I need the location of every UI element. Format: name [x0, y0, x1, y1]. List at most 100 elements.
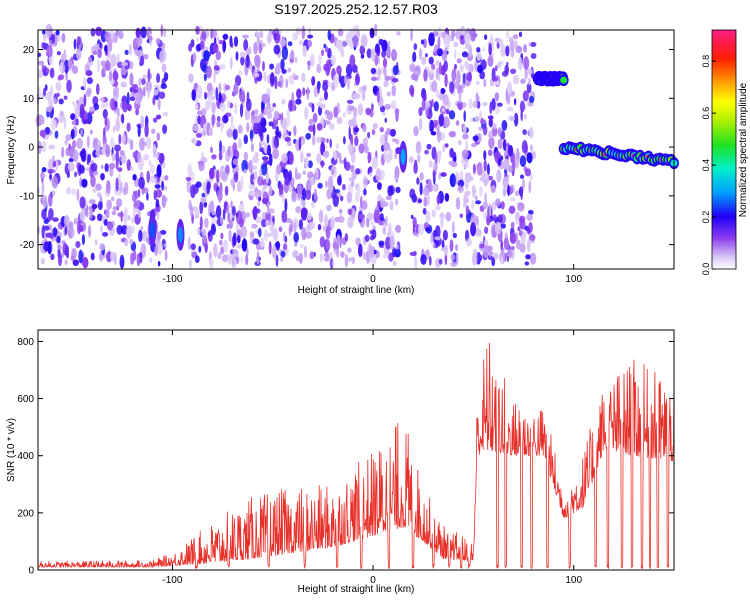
- heatmap-cell: [444, 73, 448, 88]
- heatmap-cell: [336, 116, 343, 125]
- heatmap-cell: [211, 154, 217, 160]
- heatmap-cell: [244, 212, 251, 218]
- heatmap-cell: [82, 257, 89, 269]
- heatmap-cell: [233, 36, 239, 47]
- heatmap-cell: [227, 212, 231, 223]
- heatmap-cell: [245, 48, 251, 55]
- heatmap-cell: [118, 133, 122, 145]
- heatmap-cell: [245, 254, 249, 266]
- heatmap-cell: [435, 88, 440, 99]
- heatmap-cell: [105, 144, 111, 158]
- heatmap-cell: [134, 190, 139, 200]
- heatmap-cell: [494, 65, 498, 72]
- heatmap-cell: [305, 189, 312, 201]
- heatmap-cell: [118, 187, 122, 191]
- heatmap-cell: [336, 192, 342, 197]
- heatmap-cell: [324, 214, 328, 228]
- snr-x-ticks: -100 0 100: [162, 330, 582, 586]
- heatmap-cell: [197, 126, 203, 134]
- heatmap-cell: [355, 237, 361, 246]
- heatmap-cell: [237, 70, 243, 77]
- heatmap-cell: [288, 99, 293, 112]
- heatmap-cell: [325, 180, 328, 188]
- heatmap-cell: [526, 82, 532, 94]
- heatmap-cell: [266, 134, 270, 144]
- heatmap-cell: [196, 85, 203, 99]
- heatmap-cell: [391, 85, 397, 97]
- heatmap-cell: [47, 29, 52, 38]
- heatmap-cell: [260, 237, 265, 249]
- heatmap-cell: [344, 253, 349, 268]
- heatmap-cell: [342, 40, 347, 47]
- heatmap-cell: [309, 251, 315, 260]
- heatmap-cell: [232, 158, 238, 166]
- heatmap-cell: [258, 196, 262, 201]
- heatmap-cell: [228, 229, 232, 243]
- heatmap-cell: [413, 250, 417, 257]
- heatmap-cell: [350, 180, 355, 188]
- heatmap-cell: [138, 229, 143, 242]
- heatmap-cell: [394, 108, 400, 116]
- heatmap-cell: [74, 171, 78, 178]
- heatmap-cell: [262, 197, 268, 205]
- heatmap-cell: [240, 256, 243, 263]
- heatmap-cell: [448, 110, 456, 120]
- heatmap-cell: [79, 210, 86, 222]
- heatmap-cell: [290, 49, 295, 61]
- heatmap-cell: [386, 91, 391, 97]
- heatmap-cell: [419, 182, 423, 196]
- heatmap-cell: [268, 241, 272, 255]
- heatmap-cell: [253, 170, 258, 180]
- heatmap-cell: [155, 189, 163, 198]
- heatmap-cell: [212, 86, 216, 94]
- heatmap-cell: [124, 49, 129, 56]
- heatmap-cell: [72, 101, 75, 106]
- heatmap-cell: [419, 172, 424, 181]
- heatmap-cell: [383, 80, 389, 88]
- heatmap-cell: [418, 117, 423, 131]
- heatmap-cell: [213, 65, 220, 71]
- heatmap-cell: [55, 81, 62, 92]
- heatmap-cell: [444, 143, 449, 148]
- heatmap-cell: [438, 92, 445, 101]
- heatmap-cell: [189, 259, 192, 269]
- heatmap-cell: [330, 215, 336, 230]
- heatmap-cell: [351, 152, 356, 164]
- heatmap-cell: [196, 227, 201, 235]
- heatmap-cell: [259, 167, 262, 178]
- heatmap-cell: [294, 56, 298, 64]
- heatmap-cell: [370, 48, 376, 62]
- heatmap-cell: [283, 243, 288, 251]
- heatmap-cell: [252, 206, 258, 220]
- heatmap-cell: [111, 196, 115, 202]
- heatmap-cell: [120, 153, 127, 164]
- heatmap-cell: [263, 184, 268, 190]
- heatmap-cell: [348, 143, 353, 155]
- heatmap-cell: [306, 152, 312, 158]
- heatmap-cell: [201, 30, 207, 40]
- heatmap-cell: [426, 143, 432, 150]
- heatmap-cell: [484, 179, 487, 187]
- heatmap-cell: [429, 119, 434, 133]
- heatmap-cell: [215, 87, 219, 101]
- heatmap-cell: [137, 124, 141, 138]
- heatmap-cell: [95, 183, 102, 191]
- heatmap-cell: [39, 129, 47, 137]
- spectrogram-y-ticks: -20 -10 0 10 20: [20, 45, 674, 251]
- heatmap-cell: [76, 36, 82, 46]
- heatmap-cell: [462, 158, 470, 169]
- heatmap-cell: [515, 190, 519, 197]
- heatmap-cell: [436, 194, 440, 205]
- heatmap-cell: [197, 110, 203, 116]
- heatmap-cell: [441, 50, 448, 61]
- heatmap-cell: [379, 213, 384, 222]
- heatmap-cell: [281, 118, 288, 130]
- heatmap-cell: [336, 234, 341, 245]
- heatmap-cell: [97, 58, 100, 72]
- heatmap-cell: [287, 140, 292, 147]
- y-tick-label: 0: [28, 143, 34, 154]
- heatmap-cell: [159, 230, 167, 235]
- heatmap-cell: [292, 72, 296, 77]
- heatmap-cell: [482, 101, 488, 107]
- heatmap-cell: [488, 248, 492, 259]
